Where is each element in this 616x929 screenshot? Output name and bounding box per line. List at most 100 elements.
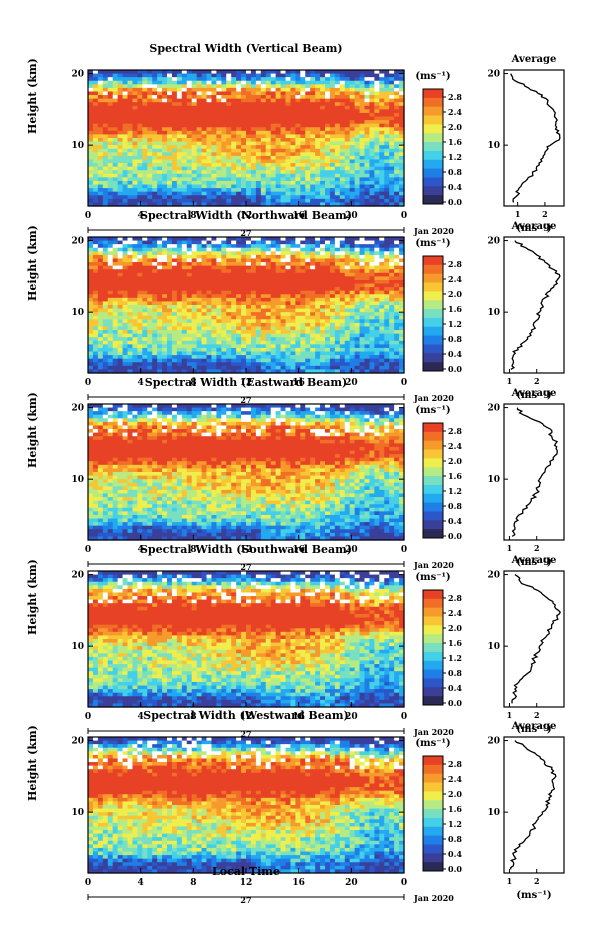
heatmap-cell <box>325 262 331 267</box>
heatmap-cell <box>280 70 287 75</box>
heatmap-cell <box>231 120 237 125</box>
heatmap-cell <box>216 365 222 371</box>
heatmap-cell <box>196 283 203 288</box>
heatmap-cell <box>295 177 301 182</box>
heatmap-cell <box>176 148 183 153</box>
heatmap-cell <box>246 170 252 175</box>
heatmap-cell <box>241 333 247 338</box>
heatmap-cell <box>167 301 173 306</box>
heatmap-cell <box>379 163 385 168</box>
heatmap-cell <box>374 191 380 196</box>
heatmap-cell <box>250 184 257 189</box>
heatmap-cell <box>157 333 163 338</box>
heatmap-cell <box>359 130 366 136</box>
heatmap-cell <box>201 84 208 89</box>
heatmap-cell <box>107 155 114 161</box>
heatmap-cell <box>186 319 193 324</box>
heatmap-cell <box>359 365 366 371</box>
heatmap-cell <box>196 340 203 345</box>
heatmap-cell <box>300 322 306 328</box>
heatmap-cell <box>171 170 178 175</box>
heatmap-cell <box>384 347 390 353</box>
heatmap-cell <box>231 159 237 164</box>
heatmap-cell <box>201 138 208 143</box>
heatmap-cell <box>102 326 109 331</box>
heatmap-cell <box>216 70 222 75</box>
heatmap-cell <box>196 362 203 367</box>
heatmap-cell <box>107 358 114 363</box>
heatmap-cell <box>399 191 405 196</box>
heatmap-cell <box>270 130 277 136</box>
heatmap-cell <box>255 369 262 374</box>
heatmap-cell <box>389 91 395 96</box>
heatmap-cells <box>88 237 405 374</box>
heatmap-cell <box>349 301 356 306</box>
heatmap-cell <box>379 337 385 342</box>
heatmap-cell <box>216 337 222 342</box>
heatmap-cell <box>290 347 296 353</box>
heatmap-cell <box>127 254 134 260</box>
heatmap-cell <box>250 109 257 114</box>
heatmap-cell <box>152 141 158 146</box>
heatmap-cell <box>216 279 222 285</box>
heatmap-cell <box>171 262 178 267</box>
heatmap-cell <box>295 322 301 328</box>
heatmap-cell <box>88 70 94 75</box>
heatmap-cell <box>196 240 203 245</box>
heatmap-cell <box>102 112 109 118</box>
heatmap-cell <box>394 308 400 313</box>
heatmap-cell <box>191 112 198 118</box>
heatmap-cell <box>315 141 321 146</box>
heatmap-cell <box>201 98 208 103</box>
heatmap-cell <box>364 322 371 328</box>
heatmap-cell <box>399 297 405 303</box>
heatmap-cell <box>206 170 213 175</box>
heatmap-cell <box>102 159 109 164</box>
heatmap-cell <box>260 87 267 93</box>
heatmap-cell <box>349 315 356 320</box>
heatmap-cell <box>241 272 247 277</box>
heatmap-cell <box>285 177 292 182</box>
heatmap-cell <box>132 70 138 75</box>
heatmap-cell <box>226 155 232 161</box>
heatmap-cell <box>122 188 129 193</box>
heatmap-cell <box>117 347 124 353</box>
heatmap-cell <box>384 134 390 139</box>
heatmap-cell <box>305 326 311 331</box>
heatmap-cell <box>305 130 311 136</box>
heatmap-cell <box>344 84 351 89</box>
heatmap-cell <box>226 116 232 121</box>
heatmap-cell <box>320 308 326 313</box>
heatmap-cell <box>364 112 371 118</box>
heatmap-cell <box>181 326 188 331</box>
heatmap-cell <box>92 326 99 331</box>
heatmap-cell <box>310 84 316 89</box>
heatmap-cell <box>181 240 188 245</box>
heatmap-cell <box>142 105 148 110</box>
heatmap-cell <box>354 84 361 89</box>
heatmap-cell <box>92 145 99 150</box>
heatmap-cell <box>285 73 292 78</box>
heatmap-cell <box>157 358 163 363</box>
heatmap-cell <box>191 337 198 342</box>
heatmap-cell <box>315 123 321 128</box>
heatmap-cell <box>102 283 109 288</box>
heatmap-cell <box>97 98 104 103</box>
heatmap-cell <box>349 120 356 125</box>
heatmap-cell <box>236 262 242 267</box>
heatmap-cell <box>325 180 331 186</box>
heatmap-cell <box>176 362 183 367</box>
heatmap-cell <box>394 80 400 85</box>
heatmap-cell <box>295 198 301 204</box>
heatmap-cell <box>201 109 208 114</box>
heatmap-cell <box>399 269 405 274</box>
heatmap-cell <box>339 315 346 320</box>
heatmap-cell <box>250 279 257 285</box>
heatmap-cell <box>142 152 148 157</box>
heatmap-cell <box>92 105 99 110</box>
heatmap-cell <box>181 84 188 89</box>
heatmap-cell <box>394 202 400 207</box>
heatmap-cell <box>97 258 104 263</box>
heatmap-cell <box>310 73 316 78</box>
